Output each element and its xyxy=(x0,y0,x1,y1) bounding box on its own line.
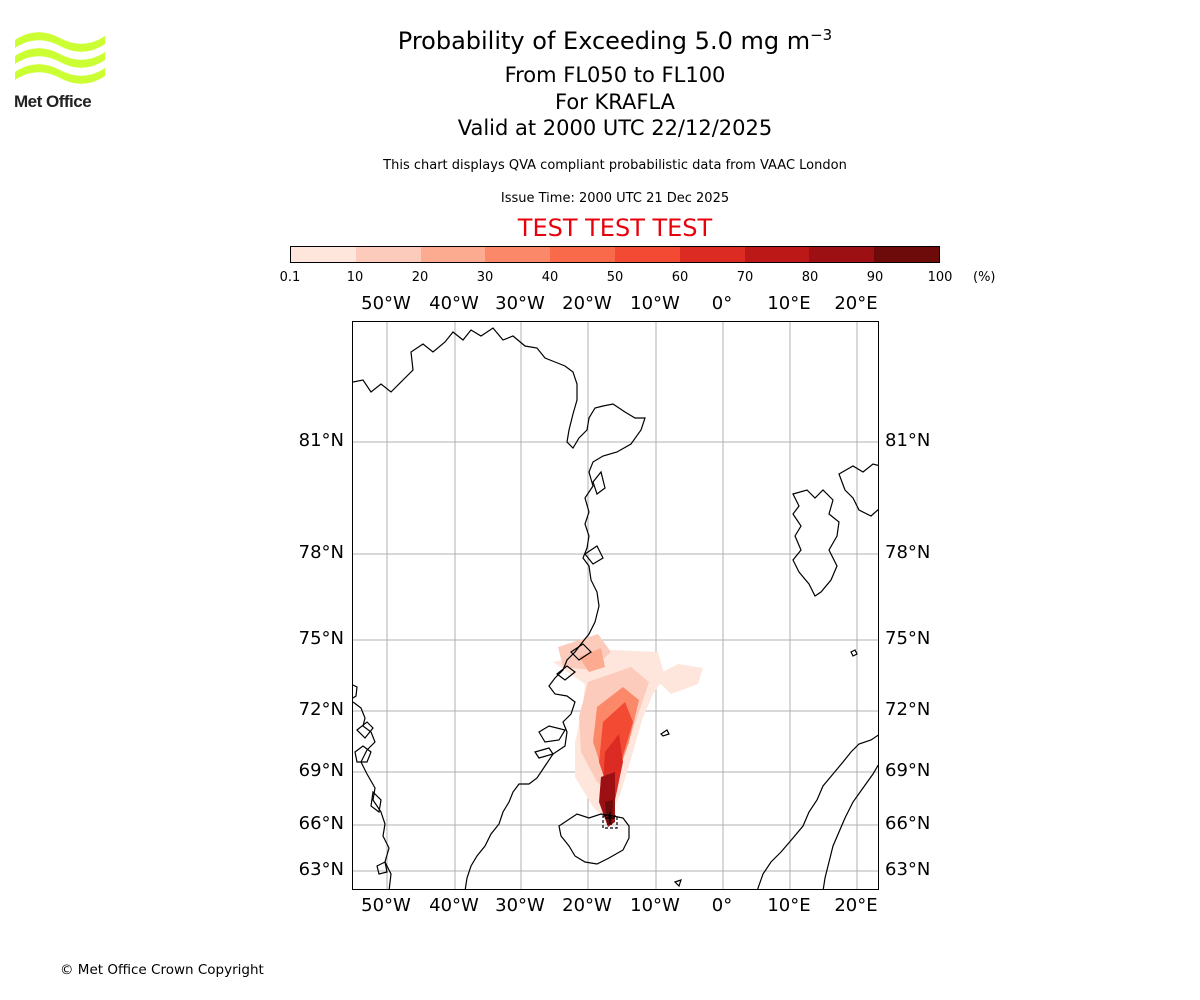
colorbar-tick-label: 70 xyxy=(736,270,754,285)
graticule xyxy=(353,322,878,889)
latitude-label: 78°N xyxy=(298,542,344,563)
colorbar-tick-label: 30 xyxy=(476,270,494,285)
coastlines xyxy=(353,327,878,889)
longitude-label: 20°W xyxy=(562,895,612,916)
latitude-label: 63°N xyxy=(298,859,344,880)
colorbar-segment xyxy=(355,247,421,262)
latitude-label: 81°N xyxy=(885,430,931,451)
longitude-label: 40°W xyxy=(429,293,479,314)
chart-subtitle: This chart displays QVA compliant probab… xyxy=(383,158,847,173)
longitude-label: 50°W xyxy=(361,293,411,314)
longitude-label: 50°W xyxy=(361,895,411,916)
longitude-label: 20°W xyxy=(562,293,612,314)
colorbar-tick-label: 50 xyxy=(606,270,624,285)
latitude-label: 66°N xyxy=(298,813,344,834)
latitude-label: 69°N xyxy=(298,760,344,781)
colorbar-segment xyxy=(874,247,939,262)
colorbar-tick-label: 90 xyxy=(866,270,884,285)
colorbar-segment xyxy=(550,247,615,262)
colorbar-tick-label: 80 xyxy=(801,270,819,285)
colorbar-tick-label: 60 xyxy=(671,270,689,285)
colorbar-segment xyxy=(744,247,810,262)
issue-time: Issue Time: 2000 UTC 21 Dec 2025 xyxy=(500,191,730,206)
longitude-label: 30°W xyxy=(495,895,545,916)
colorbar-segment xyxy=(614,247,680,262)
longitude-label: 10°E xyxy=(767,895,811,916)
longitude-label: 0° xyxy=(711,293,733,314)
colorbar-tick-label: 0.1 xyxy=(279,270,301,285)
map-svg xyxy=(353,322,878,889)
latitude-label: 69°N xyxy=(885,760,931,781)
longitude-label: 10°W xyxy=(630,895,680,916)
longitude-label: 0° xyxy=(711,895,733,916)
test-banner: TEST TEST TEST xyxy=(517,214,713,242)
longitude-label: 10°E xyxy=(767,293,811,314)
colorbar-segment xyxy=(291,247,356,262)
longitude-label: 40°W xyxy=(429,895,479,916)
latitude-label: 66°N xyxy=(885,813,931,834)
colorbar-tick-label: 10 xyxy=(346,270,364,285)
latitude-label: 75°N xyxy=(298,628,344,649)
latitude-label: 78°N xyxy=(885,542,931,563)
colorbar-unit: (%) xyxy=(973,270,996,285)
colorbar-tick-label: 20 xyxy=(411,270,429,285)
longitude-label: 20°E xyxy=(834,293,878,314)
chart-title: Probability of Exceeding 5.0 mg m−3 xyxy=(397,26,833,55)
logo-text: Met Office xyxy=(14,92,92,111)
copyright-notice: © Met Office Crown Copyright xyxy=(60,962,264,978)
met-office-wave-icon xyxy=(15,32,105,84)
longitude-label: 10°W xyxy=(630,293,680,314)
latitude-label: 72°N xyxy=(885,699,931,720)
volcano-name: For KRAFLA xyxy=(555,90,675,114)
valid-time: Valid at 2000 UTC 22/12/2025 xyxy=(457,116,773,140)
colorbar-segment xyxy=(809,247,875,262)
latitude-label: 75°N xyxy=(885,628,931,649)
colorbar-tick-label: 100 xyxy=(927,270,953,285)
latitude-label: 63°N xyxy=(885,859,931,880)
colorbar-tick-label: 40 xyxy=(541,270,559,285)
colorbar-segment xyxy=(420,247,486,262)
met-office-logo: Met Office xyxy=(14,28,108,114)
colorbar-segment xyxy=(485,247,551,262)
longitude-label: 20°E xyxy=(834,895,878,916)
map-panel xyxy=(352,321,879,890)
ash-probability-plume xyxy=(553,634,703,827)
flight-level-range: From FL050 to FL100 xyxy=(504,63,726,87)
latitude-label: 81°N xyxy=(298,430,344,451)
colorbar-segment xyxy=(679,247,745,262)
volcano-marker xyxy=(602,812,618,829)
longitude-label: 30°W xyxy=(495,293,545,314)
probability-colorbar xyxy=(290,246,940,263)
latitude-label: 72°N xyxy=(298,699,344,720)
